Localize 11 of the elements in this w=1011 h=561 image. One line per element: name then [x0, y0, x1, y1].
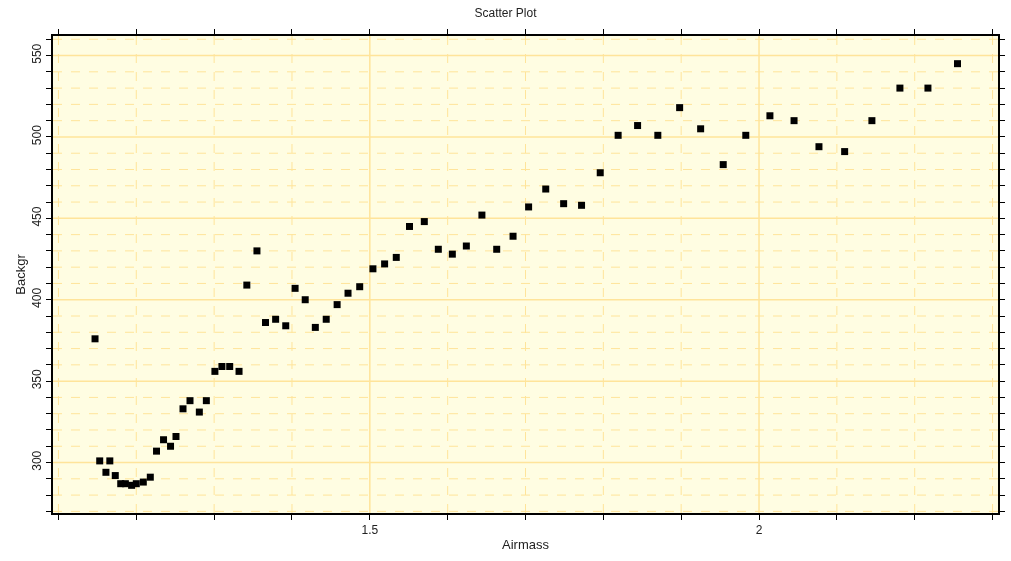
y-tick-label: 300	[30, 450, 45, 471]
x-tick-label: 2	[755, 523, 763, 538]
y-tick-label: 500	[30, 124, 45, 146]
x-axis-title: Airmass	[502, 537, 550, 553]
x-tick-label: 1.5	[361, 523, 379, 538]
y-tick-label: 550	[30, 43, 45, 64]
y-tick-label: 450	[30, 206, 45, 227]
y-axis-title: Backgr	[12, 253, 28, 295]
y-tick-label: 400	[30, 287, 45, 308]
chart-title: Scatter Plot	[474, 5, 538, 20]
y-tick-label: 350	[30, 369, 45, 390]
